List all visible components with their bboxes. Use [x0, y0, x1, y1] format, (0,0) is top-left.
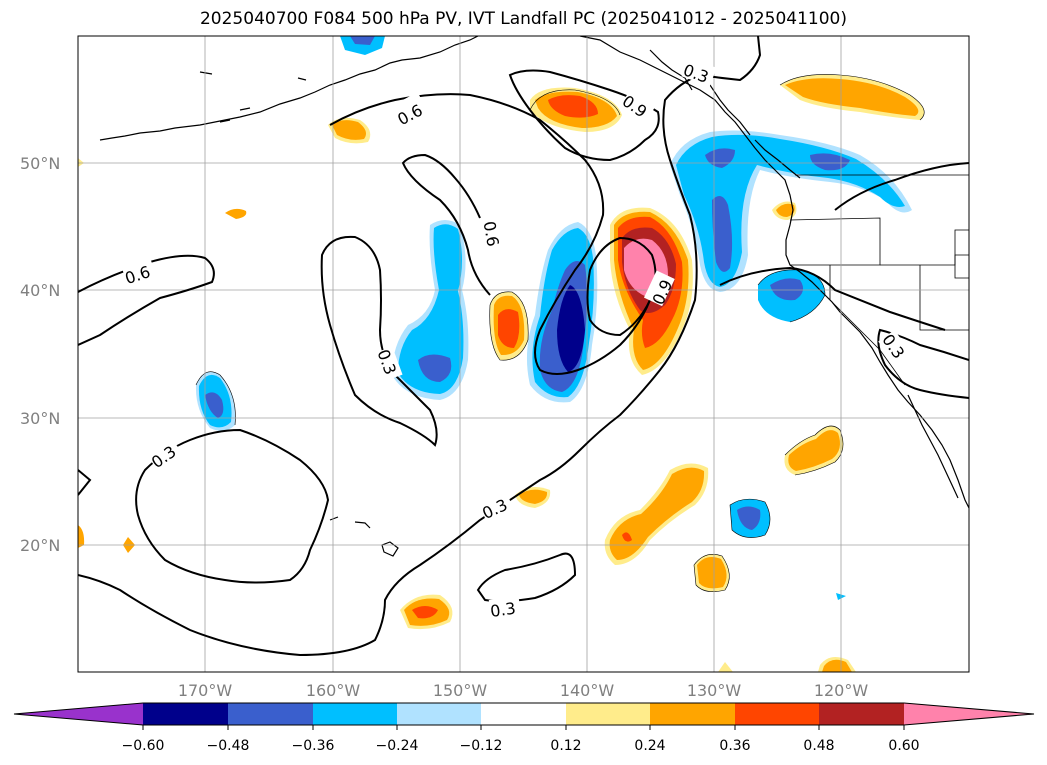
lat-labels: 50°N 40°N 30°N 20°N [20, 154, 60, 555]
lon-label-160w: 160°W [306, 681, 361, 700]
lat-label-20n: 20°N [20, 536, 60, 555]
political-borders [789, 174, 969, 386]
colorbar-bin [650, 703, 735, 725]
colorbar-tick: 0.48 [803, 738, 834, 754]
lon-label-170w: 170°W [178, 681, 233, 700]
colorbar-tick: 0.60 [888, 738, 919, 754]
colorbar-bin [397, 703, 481, 725]
colorbar-extend-high [904, 703, 1034, 725]
lon-label-150w: 150°W [433, 681, 488, 700]
lat-label-30n: 30°N [20, 409, 60, 428]
svg-text:0.6: 0.6 [480, 220, 503, 248]
coastlines [99, 36, 969, 557]
colorbar-bin [819, 703, 904, 725]
lat-label-50n: 50°N [20, 154, 60, 173]
colorbar-extend-low [14, 703, 143, 725]
lat-label-40n: 40°N [20, 281, 60, 300]
colorbar-tick: −0.24 [376, 738, 419, 754]
lon-label-130w: 130°W [687, 681, 742, 700]
map-frame [77, 35, 970, 673]
colorbar-tick: 0.24 [634, 738, 665, 754]
colorbar-tick: −0.60 [122, 738, 165, 754]
lon-label-140w: 140°W [560, 681, 615, 700]
colorbar-bin [143, 703, 228, 725]
colorbar-tick: −0.48 [207, 738, 250, 754]
graticule [78, 36, 969, 672]
colorbar-bin [313, 703, 397, 725]
lon-labels: 170°W 160°W 150°W 140°W 130°W 120°W [178, 681, 869, 700]
colorbar-tick: 0.12 [550, 738, 581, 754]
lon-label-120w: 120°W [814, 681, 869, 700]
colorbar-bin [735, 703, 819, 725]
colorbar-bin [228, 703, 313, 725]
colorbar-bin [481, 703, 566, 725]
colorbar-tick: 0.36 [719, 738, 750, 754]
colorbar-bin [566, 703, 650, 725]
map-title: 2025040700 F084 500 hPa PV, IVT Landfall… [199, 9, 847, 29]
colorbar: −0.60 −0.48 −0.36 −0.24 −0.12 0.12 0.24 … [13, 702, 1035, 754]
svg-text:0.3: 0.3 [489, 599, 517, 621]
colorbar-tick: −0.36 [292, 738, 335, 754]
colorbar-tick: −0.12 [460, 738, 503, 754]
